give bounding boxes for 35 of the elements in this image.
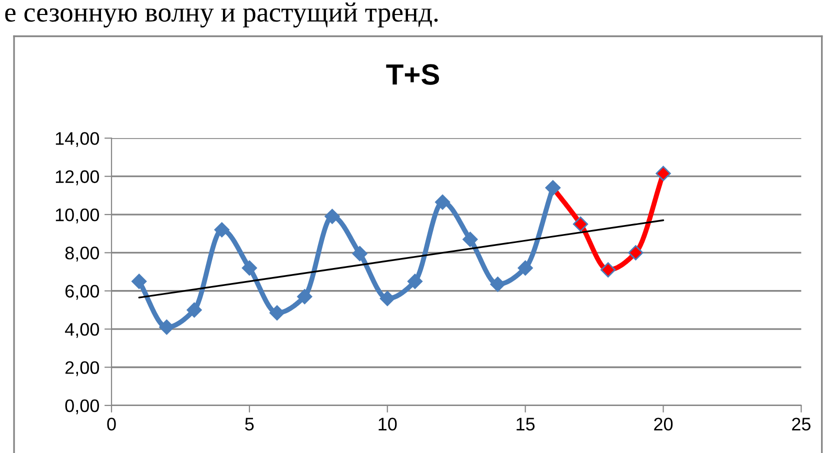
y-tick-label: 12,00 <box>56 170 100 186</box>
point <box>242 260 258 276</box>
point <box>186 302 202 318</box>
point <box>132 274 147 289</box>
y-tick-label: 8,00 <box>65 246 99 262</box>
point <box>462 232 478 247</box>
chart-title: T+S <box>386 64 440 85</box>
point <box>407 274 423 289</box>
point <box>214 222 230 238</box>
x-tick-label: 15 <box>516 418 535 431</box>
point <box>518 260 533 276</box>
y-tick-label: 6,00 <box>65 284 99 300</box>
x-tick-label: 5 <box>245 418 254 431</box>
point <box>159 320 174 335</box>
y-tick-label: 10,00 <box>56 208 100 224</box>
y-tick-label: 2,00 <box>65 361 99 376</box>
point <box>628 245 644 260</box>
y-tick-label: 14,00 <box>56 132 100 148</box>
x-tick-label: 10 <box>378 418 397 431</box>
y-tick-label: 4,00 <box>64 323 99 338</box>
point <box>435 194 450 210</box>
point <box>600 262 616 278</box>
point <box>656 166 671 182</box>
point <box>572 216 588 232</box>
point <box>490 276 506 292</box>
point <box>269 305 285 320</box>
x-tick-label: 0 <box>107 418 116 431</box>
point <box>324 208 340 224</box>
x-tick-label: 25 <box>792 418 811 431</box>
text: е сезонную волну и растущий тренд. <box>5 2 438 28</box>
point <box>380 290 395 306</box>
point <box>352 246 368 262</box>
y-tick-label: 0,00 <box>65 399 99 414</box>
point <box>297 289 312 304</box>
x-tick-label: 20 <box>654 418 673 431</box>
